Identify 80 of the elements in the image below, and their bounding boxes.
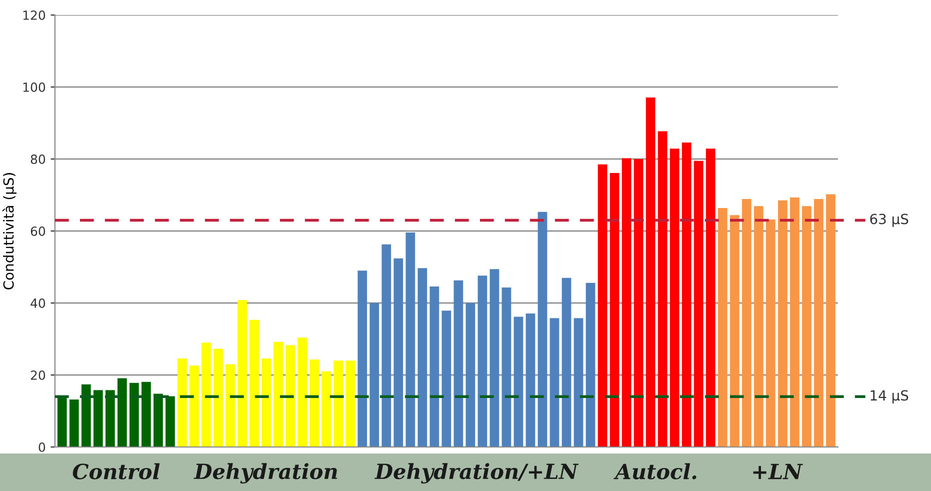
bar bbox=[610, 173, 620, 448]
bar bbox=[57, 398, 67, 448]
bar bbox=[742, 198, 752, 448]
bar bbox=[358, 270, 368, 448]
bar bbox=[274, 342, 283, 448]
bar bbox=[250, 320, 259, 448]
bar bbox=[562, 278, 572, 448]
bar bbox=[706, 148, 716, 448]
series-label: Dehydration/+LN bbox=[374, 463, 579, 484]
bar bbox=[466, 303, 476, 448]
bar bbox=[346, 360, 356, 448]
bar bbox=[238, 300, 247, 448]
bar bbox=[646, 97, 656, 448]
bar bbox=[322, 371, 332, 448]
bar bbox=[622, 158, 632, 448]
bar bbox=[766, 219, 776, 448]
bar bbox=[190, 366, 199, 448]
bar bbox=[117, 378, 127, 448]
y-tick-label: 20 bbox=[30, 370, 46, 380]
bar bbox=[778, 200, 788, 448]
bar bbox=[262, 358, 271, 448]
bar bbox=[574, 318, 584, 448]
bar bbox=[166, 396, 175, 448]
bar bbox=[526, 313, 536, 448]
bar bbox=[382, 244, 392, 448]
bar bbox=[298, 338, 307, 448]
bar bbox=[670, 148, 680, 448]
y-tick-label: 60 bbox=[30, 226, 46, 236]
bar bbox=[454, 280, 464, 448]
y-tick-label: 120 bbox=[23, 10, 46, 20]
ref-line-label: 14 µS bbox=[870, 390, 908, 404]
series-label: +LN bbox=[753, 464, 803, 480]
bar bbox=[658, 131, 668, 448]
bar bbox=[586, 282, 596, 448]
bar bbox=[406, 232, 416, 448]
bar bbox=[214, 348, 223, 448]
bar bbox=[69, 399, 79, 448]
bar bbox=[430, 286, 440, 448]
bar bbox=[730, 215, 740, 448]
y-tick-label: 0 bbox=[38, 442, 46, 452]
ref-line-label: 63 µS bbox=[870, 214, 908, 227]
y-axis-title: Conduttività (µS) bbox=[2, 173, 16, 290]
series-label: Autocl. bbox=[614, 463, 696, 480]
bar bbox=[142, 382, 151, 448]
bar bbox=[310, 360, 319, 448]
bar bbox=[105, 390, 115, 448]
bar bbox=[334, 360, 344, 448]
y-tick-label: 40 bbox=[30, 298, 46, 308]
bar bbox=[202, 342, 211, 448]
bar bbox=[598, 164, 608, 448]
bar bbox=[802, 206, 812, 448]
bar bbox=[514, 316, 524, 448]
bar bbox=[286, 345, 295, 448]
series-label: Control bbox=[72, 463, 160, 480]
bar bbox=[814, 198, 824, 448]
bar bbox=[226, 364, 235, 448]
bar bbox=[394, 258, 404, 448]
bar bbox=[418, 268, 428, 448]
bar bbox=[154, 394, 163, 448]
bar bbox=[826, 194, 836, 448]
bar bbox=[93, 390, 103, 448]
y-tick-label: 80 bbox=[30, 154, 46, 164]
y-tick-label: 100 bbox=[23, 82, 46, 92]
bar bbox=[634, 159, 644, 448]
bar bbox=[538, 212, 548, 448]
bar bbox=[718, 208, 728, 448]
bar bbox=[81, 384, 91, 448]
bar bbox=[694, 160, 704, 448]
bar bbox=[490, 269, 500, 448]
series-label: Dehydration bbox=[194, 463, 338, 484]
bar bbox=[478, 276, 488, 448]
bar bbox=[790, 198, 800, 448]
bar bbox=[130, 382, 139, 448]
bar bbox=[550, 318, 560, 448]
bar bbox=[442, 310, 452, 448]
bar bbox=[370, 303, 380, 448]
bar bbox=[178, 358, 187, 448]
bar bbox=[502, 288, 512, 448]
bar bbox=[754, 206, 764, 448]
bar bbox=[682, 142, 692, 448]
